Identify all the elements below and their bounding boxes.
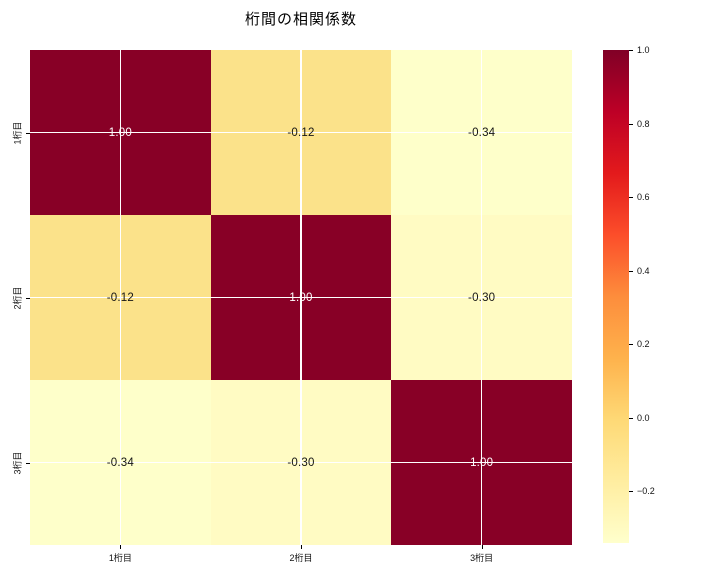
y-axis-tick <box>26 132 30 134</box>
heatmap-grid: 1.00 -0.12 -0.34 -0.12 1.00 -0.30 -0.34 -0.30 1.… <box>30 50 572 545</box>
y-axis-tick-label: 3桁目 <box>12 450 23 475</box>
colorbar-tick-label: 0.6 <box>637 192 650 203</box>
cell-value: -0.34 <box>468 126 496 139</box>
colorbar-tick <box>629 197 633 199</box>
y-axis-tick-label: 1桁目 <box>12 120 23 145</box>
x-axis-tick <box>301 545 302 549</box>
y-axis-tick <box>26 297 30 299</box>
colorbar-tick-label: −0.2 <box>637 486 655 497</box>
cell-value: -0.30 <box>287 456 315 469</box>
cell-value: -0.12 <box>106 291 134 304</box>
y-axis-tick-label: 2桁目 <box>12 285 23 310</box>
colorbar <box>603 50 629 543</box>
x-axis-tick <box>120 545 122 549</box>
colorbar-tick-label: 0.4 <box>637 265 650 276</box>
cell-value: -0.34 <box>106 456 134 469</box>
colorbar-tick <box>629 417 633 419</box>
x-axis-tick <box>481 545 483 549</box>
colorbar-tick-label: 1.0 <box>637 45 650 55</box>
colorbar-tick <box>629 123 633 125</box>
colorbar-tick <box>629 270 633 272</box>
colorbar-tick-label: 0.2 <box>637 339 650 350</box>
colorbar-tick <box>629 491 633 493</box>
cell-value: 1.00 <box>108 126 132 139</box>
colorbar-tick-label: 0.0 <box>637 412 650 423</box>
gridline-horizontal <box>30 296 572 299</box>
x-axis-tick-label: 1桁目 <box>108 553 132 563</box>
x-axis-tick-label: 3桁目 <box>470 553 494 563</box>
cell-value: 1.00 <box>289 291 313 304</box>
colorbar-tick <box>629 344 633 346</box>
x-axis-tick-label: 2桁目 <box>289 553 313 563</box>
colorbar-tick <box>629 50 633 51</box>
y-axis-tick <box>26 462 30 464</box>
chart-title: 桁間の相関係数 <box>244 11 357 28</box>
cell-value: 1.00 <box>470 456 494 469</box>
cell-value: -0.12 <box>287 126 315 139</box>
colorbar-tick-label: 0.8 <box>637 118 650 129</box>
gridline-horizontal <box>30 461 572 464</box>
cell-value: -0.30 <box>468 291 496 304</box>
gridline-vertical <box>480 50 483 545</box>
